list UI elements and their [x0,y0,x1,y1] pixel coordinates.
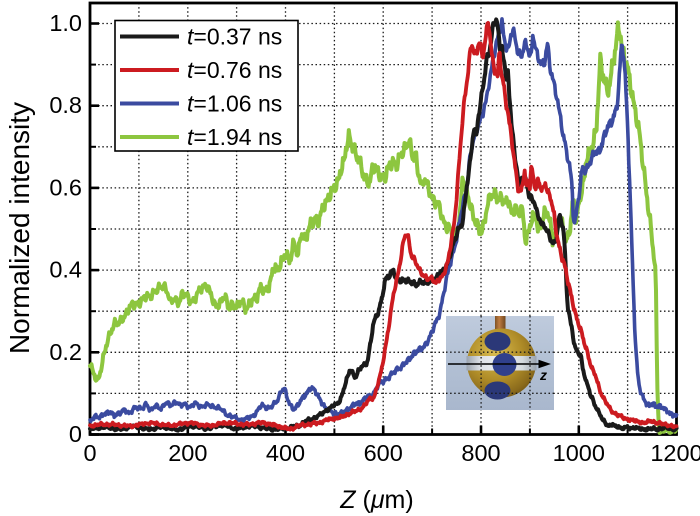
svg-text:t=0.37 ns: t=0.37 ns [187,24,282,50]
svg-text:400: 400 [266,440,305,466]
svg-text:800: 800 [461,440,500,466]
svg-text:t=1.94 ns: t=1.94 ns [187,124,282,150]
svg-text:1.0: 1.0 [49,10,82,36]
svg-text:t=1.06 ns: t=1.06 ns [187,91,282,117]
svg-text:0.8: 0.8 [49,92,82,118]
svg-text:1000: 1000 [553,440,605,466]
svg-text:1200: 1200 [650,440,700,466]
svg-text:Z (μm): Z (μm) [339,486,413,514]
svg-text:0.4: 0.4 [49,257,82,283]
svg-text:t=0.76 ns: t=0.76 ns [187,57,282,83]
svg-text:200: 200 [168,440,207,466]
svg-text:600: 600 [364,440,403,466]
svg-text:0.2: 0.2 [49,339,82,365]
svg-text:0: 0 [83,440,96,466]
svg-text:0.6: 0.6 [49,174,82,200]
svg-text:Normalized intensity: Normalized intensity [4,102,35,354]
svg-text:z: z [539,367,547,383]
svg-text:0: 0 [69,421,82,447]
